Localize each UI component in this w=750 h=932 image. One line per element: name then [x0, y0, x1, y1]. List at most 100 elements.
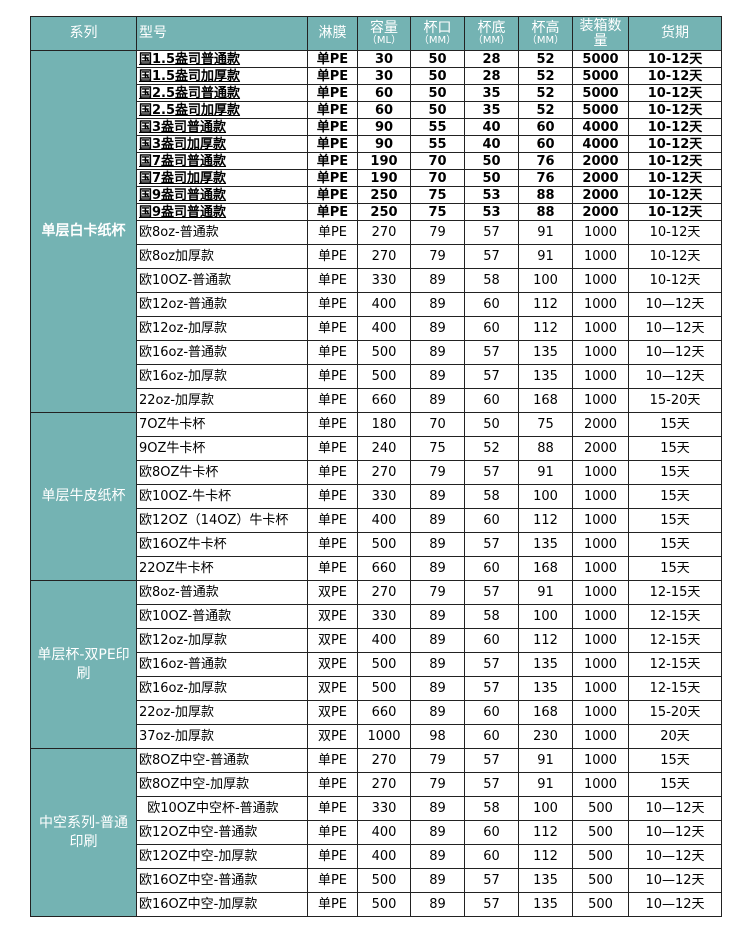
coating-cell: 单PE — [307, 892, 358, 917]
height-cell: 100 — [518, 604, 573, 629]
lead-time-cell: 15-20天 — [628, 388, 722, 413]
bottom-diameter-cell: 57 — [464, 244, 519, 269]
model-cell: 国2.5盎司普通款 — [136, 84, 308, 102]
coating-cell: 单PE — [307, 135, 358, 153]
coating-cell: 单PE — [307, 772, 358, 797]
coating-cell: 双PE — [307, 652, 358, 677]
coating-cell: 单PE — [307, 844, 358, 869]
case-qty-cell: 4000 — [572, 135, 629, 153]
capacity-cell: 660 — [357, 388, 411, 413]
top-diameter-cell: 75 — [410, 186, 465, 204]
top-diameter-cell: 89 — [410, 796, 465, 821]
height-cell: 76 — [518, 152, 573, 170]
table-row: 欧16oz-加厚款 双PE 500 89 57 135 1000 12-15天 — [31, 676, 722, 701]
top-diameter-cell: 89 — [410, 820, 465, 845]
case-qty-cell: 1000 — [572, 244, 629, 269]
capacity-cell: 250 — [357, 186, 411, 204]
lead-time-cell: 10-12天 — [628, 135, 722, 153]
height-cell: 112 — [518, 844, 573, 869]
top-diameter-cell: 89 — [410, 652, 465, 677]
lead-time-cell: 10—12天 — [628, 892, 722, 917]
model-cell: 欧12oz-普通款 — [136, 292, 308, 317]
model-cell: 国1.5盎司加厚款 — [136, 67, 308, 85]
capacity-cell: 330 — [357, 796, 411, 821]
lead-time-cell: 10-12天 — [628, 244, 722, 269]
height-cell: 88 — [518, 186, 573, 204]
lead-time-cell: 15天 — [628, 484, 722, 509]
capacity-cell: 60 — [357, 101, 411, 119]
coating-cell: 单PE — [307, 796, 358, 821]
coating-cell: 单PE — [307, 364, 358, 389]
top-diameter-cell: 50 — [410, 50, 465, 68]
case-qty-cell: 2000 — [572, 186, 629, 204]
lead-time-cell: 12-15天 — [628, 580, 722, 605]
model-cell: 欧12oz-加厚款 — [136, 628, 308, 653]
case-qty-cell: 2000 — [572, 152, 629, 170]
bottom-diameter-cell: 40 — [464, 118, 519, 136]
model-cell: 欧8OZ牛卡杯 — [136, 460, 308, 485]
coating-cell: 单PE — [307, 460, 358, 485]
capacity-cell: 190 — [357, 152, 411, 170]
bottom-diameter-cell: 35 — [464, 84, 519, 102]
capacity-cell: 660 — [357, 700, 411, 725]
model-cell: 欧16oz-普通款 — [136, 652, 308, 677]
capacity-cell: 270 — [357, 220, 411, 245]
top-diameter-cell: 89 — [410, 340, 465, 365]
height-cell: 91 — [518, 748, 573, 773]
coating-cell: 单PE — [307, 532, 358, 557]
bottom-diameter-cell: 50 — [464, 169, 519, 187]
header-series: 系列 — [30, 16, 137, 51]
case-qty-cell: 1000 — [572, 580, 629, 605]
model-cell: 欧16OZ中空-普通款 — [136, 868, 308, 893]
capacity-cell: 400 — [357, 820, 411, 845]
model-cell: 欧8oz-普通款 — [136, 220, 308, 245]
header-coating: 淋膜 — [307, 16, 358, 51]
case-qty-cell: 1000 — [572, 628, 629, 653]
coating-cell: 双PE — [307, 676, 358, 701]
table-row: 9OZ牛卡杯 单PE 240 75 52 88 2000 15天 — [31, 436, 722, 461]
top-diameter-cell: 75 — [410, 436, 465, 461]
case-qty-cell: 1000 — [572, 268, 629, 293]
table-row: 欧16oz-加厚款 单PE 500 89 57 135 1000 10—12天 — [31, 364, 722, 389]
capacity-cell: 60 — [357, 84, 411, 102]
bottom-diameter-cell: 57 — [464, 652, 519, 677]
case-qty-cell: 1000 — [572, 364, 629, 389]
lead-time-cell: 15天 — [628, 532, 722, 557]
bottom-diameter-cell: 57 — [464, 748, 519, 773]
model-cell: 欧8OZ中空-加厚款 — [136, 772, 308, 797]
bottom-diameter-cell: 60 — [464, 724, 519, 749]
capacity-cell: 400 — [357, 628, 411, 653]
capacity-cell: 500 — [357, 340, 411, 365]
bottom-diameter-cell: 58 — [464, 268, 519, 293]
height-cell: 112 — [518, 820, 573, 845]
case-qty-cell: 4000 — [572, 118, 629, 136]
table-row: 欧12oz-加厚款 双PE 400 89 60 112 1000 12-15天 — [31, 628, 722, 653]
model-cell: 欧10OZ中空杯-普通款 — [136, 796, 308, 821]
table-row: 单层牛皮纸杯 7OZ牛卡杯 单PE 180 70 50 75 2000 15天 — [30, 412, 722, 581]
model-cell: 22oz-加厚款 — [136, 388, 308, 413]
lead-time-cell: 10—12天 — [628, 820, 722, 845]
lead-time-cell: 10—12天 — [628, 844, 722, 869]
model-cell: 国9盎司普通款 — [136, 186, 308, 204]
series-cell: 中空系列-普通印刷 — [30, 748, 137, 917]
bottom-diameter-cell: 57 — [464, 364, 519, 389]
coating-cell: 单PE — [307, 186, 358, 204]
lead-time-cell: 15天 — [628, 772, 722, 797]
bottom-diameter-cell: 58 — [464, 796, 519, 821]
table-row: 37oz-加厚款 双PE 1000 98 60 230 1000 20天 — [31, 724, 722, 749]
bottom-diameter-cell: 50 — [464, 412, 519, 437]
height-cell: 112 — [518, 316, 573, 341]
header-bottom-diameter: 杯底 （MM） — [464, 16, 519, 51]
top-diameter-cell: 70 — [410, 412, 465, 437]
header-top-diameter: 杯口 （MM） — [410, 16, 465, 51]
coating-cell: 单PE — [307, 118, 358, 136]
height-cell: 112 — [518, 292, 573, 317]
top-diameter-cell: 70 — [410, 152, 465, 170]
case-qty-cell: 1000 — [572, 772, 629, 797]
table-row: 22oz-加厚款 单PE 660 89 60 168 1000 15-20天 — [31, 388, 722, 413]
table-row: 欧8oz-普通款 单PE 270 79 57 91 1000 10-12天 — [31, 220, 722, 245]
table-row: 欧12OZ中空-普通款 单PE 400 89 60 112 500 10—12天 — [31, 820, 722, 845]
bottom-diameter-cell: 60 — [464, 292, 519, 317]
case-qty-cell: 1000 — [572, 700, 629, 725]
bottom-diameter-cell: 58 — [464, 604, 519, 629]
